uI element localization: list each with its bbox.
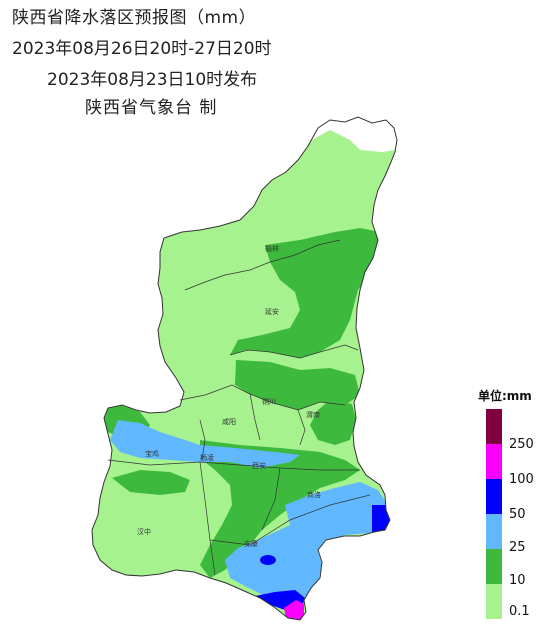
legend-swatch-extreme: [486, 409, 502, 444]
legend-label-50: 50: [509, 507, 526, 522]
city-label-yulin: 榆林: [265, 244, 279, 253]
map-title: 陕西省降水落区预报图（mm）: [12, 8, 257, 28]
legend-swatch-heavy: [486, 514, 502, 549]
heavy-zone-guanzhong: [110, 420, 300, 468]
moderate-band-weinan: [310, 400, 356, 445]
city-label-yanan: 延安: [265, 307, 279, 316]
legend-unit-label: 单位:mm: [478, 389, 532, 403]
moderate-band-north: [230, 228, 380, 358]
city-label-yangling: 杨凌: [200, 453, 214, 462]
no-rain-zone: [300, 117, 397, 152]
forecast-period: 2023年08月26日20时-27日20时: [12, 39, 272, 59]
legend-swatch-big-rainstorm: [486, 444, 502, 479]
precip-layers: [100, 117, 397, 620]
city-label-weinan: 渭南: [306, 410, 320, 419]
legend-swatch-light: [486, 584, 502, 619]
legend-label-250: 250: [509, 437, 534, 452]
moderate-band-central: [235, 360, 360, 410]
legend-label-0-1: 0.1: [509, 604, 530, 619]
big-rainstorm-zone: [284, 600, 304, 620]
city-boundaries: [107, 239, 371, 576]
issue-time: 2023年08月23日10时发布: [47, 70, 258, 90]
legend-color-bar: [486, 409, 502, 619]
rainstorm-zone-ankang: [260, 555, 276, 565]
heavy-zone-south: [225, 482, 390, 612]
city-label-shangluo: 商洛: [307, 490, 321, 499]
legend-label-25: 25: [509, 540, 526, 555]
city-label-xian: 西安: [252, 461, 266, 470]
legend-swatch-rainstorm: [486, 479, 502, 514]
issuer: 陕西省气象台 制: [85, 98, 218, 118]
city-label-hanzhong: 汉中: [137, 527, 151, 536]
legend-label-10: 10: [509, 573, 526, 588]
city-label-ankang: 安康: [244, 539, 258, 548]
legend-label-100: 100: [509, 472, 534, 487]
legend-swatch-moderate: [486, 549, 502, 584]
city-label-xianyang: 咸阳: [222, 417, 236, 426]
moderate-band-qinling: [112, 470, 190, 495]
city-label-baoji: 宝鸡: [145, 449, 159, 458]
city-label-tongchuan: 铜川: [262, 397, 276, 406]
